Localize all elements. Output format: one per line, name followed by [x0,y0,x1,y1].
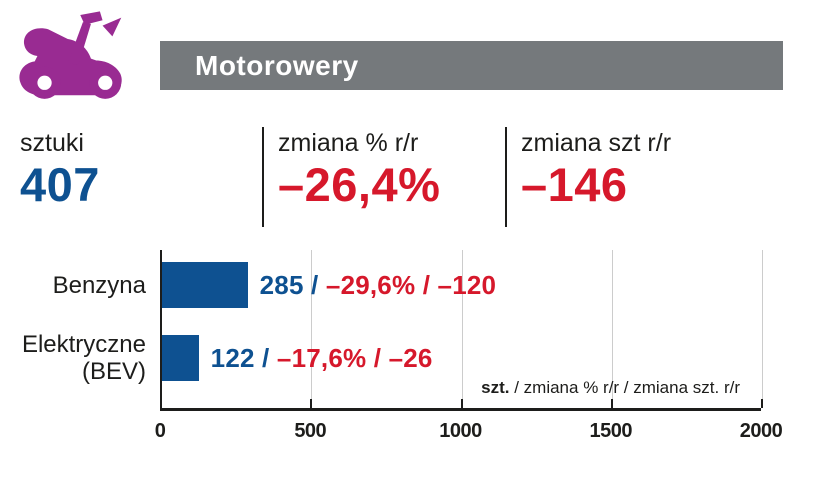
stat-change-percent: zmiana % r/r –26,4% [262,127,440,227]
stat-value: –146 [521,158,628,211]
tickmark-1000 [460,399,463,408]
gridline-1500 [611,250,613,408]
annotation-changes: –17,6% / –26 [276,343,433,373]
category-label-line: Elektryczne [21,331,146,358]
bar-benzyna [162,262,248,308]
annotation-units: 285 / [259,270,326,300]
x-tick-label-1500: 1500 [589,420,633,442]
category-label: Elektryczne (BEV) [0,331,146,385]
page-title: Motorowery [195,49,359,81]
stat-label: zmiana % r/r [278,129,419,157]
summary-stats: sztuki 407 zmiana % r/r –26,4% zmiana sz… [0,127,821,231]
section-title-bar: Motorowery [160,41,783,90]
gridline-1000 [461,250,463,408]
legend-note: szt. / zmiana % r/r / zmiana szt. r/r [481,378,740,398]
stat-value: 407 [20,158,100,211]
category-label-line: (BEV) [81,358,146,385]
x-tick-label-0: 0 [154,420,166,442]
legend-note-bold: szt. [481,378,510,397]
plot-area [160,250,763,411]
bar-chart: Benzyna Elektryczne (BEV) 285 / –29,6% / –… [0,248,821,478]
tickmark-1500 [610,399,613,408]
gridline-500 [311,250,313,408]
annotation-changes: –29,6% / –120 [325,270,497,300]
x-tick-label-500: 500 [294,420,327,442]
scooter-icon [19,11,122,99]
legend-note-rest: / zmiana % r/r / zmiana szt. r/r [509,378,740,397]
category-label: Benzyna [0,272,146,299]
annotation-units: 122 / [210,343,277,373]
category-label-line: Benzyna [52,271,146,299]
stat-value: –26,4% [278,158,441,211]
bar-annotation: 122 / –17,6% / –26 [211,343,433,374]
bar-elektryczne [162,335,199,381]
rear-wheel-hub [37,75,52,90]
bar-annotation: 285 / –29,6% / –120 [260,270,497,301]
tickmark-2000 [761,399,763,408]
tickmark-500 [310,399,313,408]
front-wheel-hub [98,75,113,90]
stat-label: sztuki [20,129,84,157]
stat-total-units: sztuki 407 [20,127,100,227]
x-tick-label-1000: 1000 [439,420,482,442]
gridline-2000 [762,250,763,408]
stat-change-units: zmiana szt r/r –146 [505,127,671,227]
x-tick-label-2000: 2000 [739,420,783,442]
stat-label: zmiana szt r/r [521,129,672,157]
